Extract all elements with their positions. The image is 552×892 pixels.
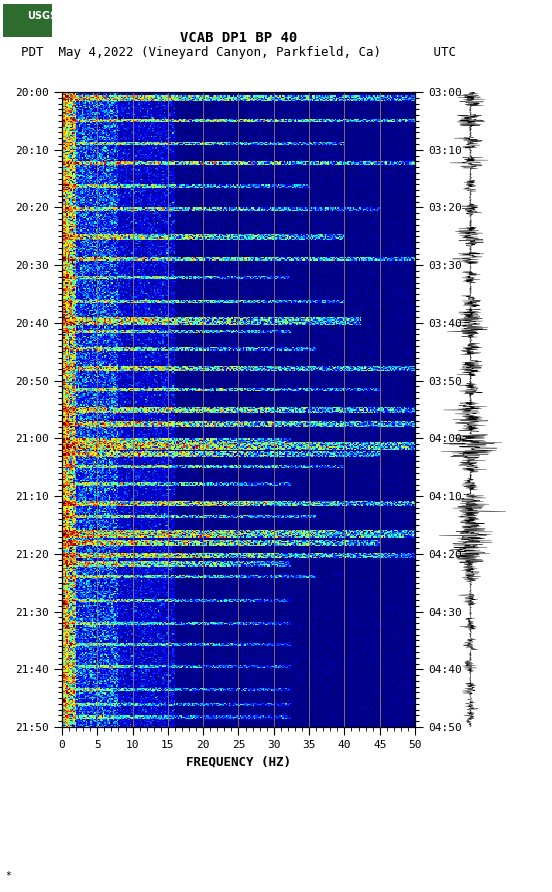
Text: PDT  May 4,2022 (Vineyard Canyon, Parkfield, Ca)       UTC: PDT May 4,2022 (Vineyard Canyon, Parkfie… [21,46,456,60]
X-axis label: FREQUENCY (HZ): FREQUENCY (HZ) [186,756,291,769]
Text: USGS: USGS [28,11,58,21]
Text: *: * [6,871,12,881]
Text: VCAB DP1 BP 40: VCAB DP1 BP 40 [180,31,297,45]
